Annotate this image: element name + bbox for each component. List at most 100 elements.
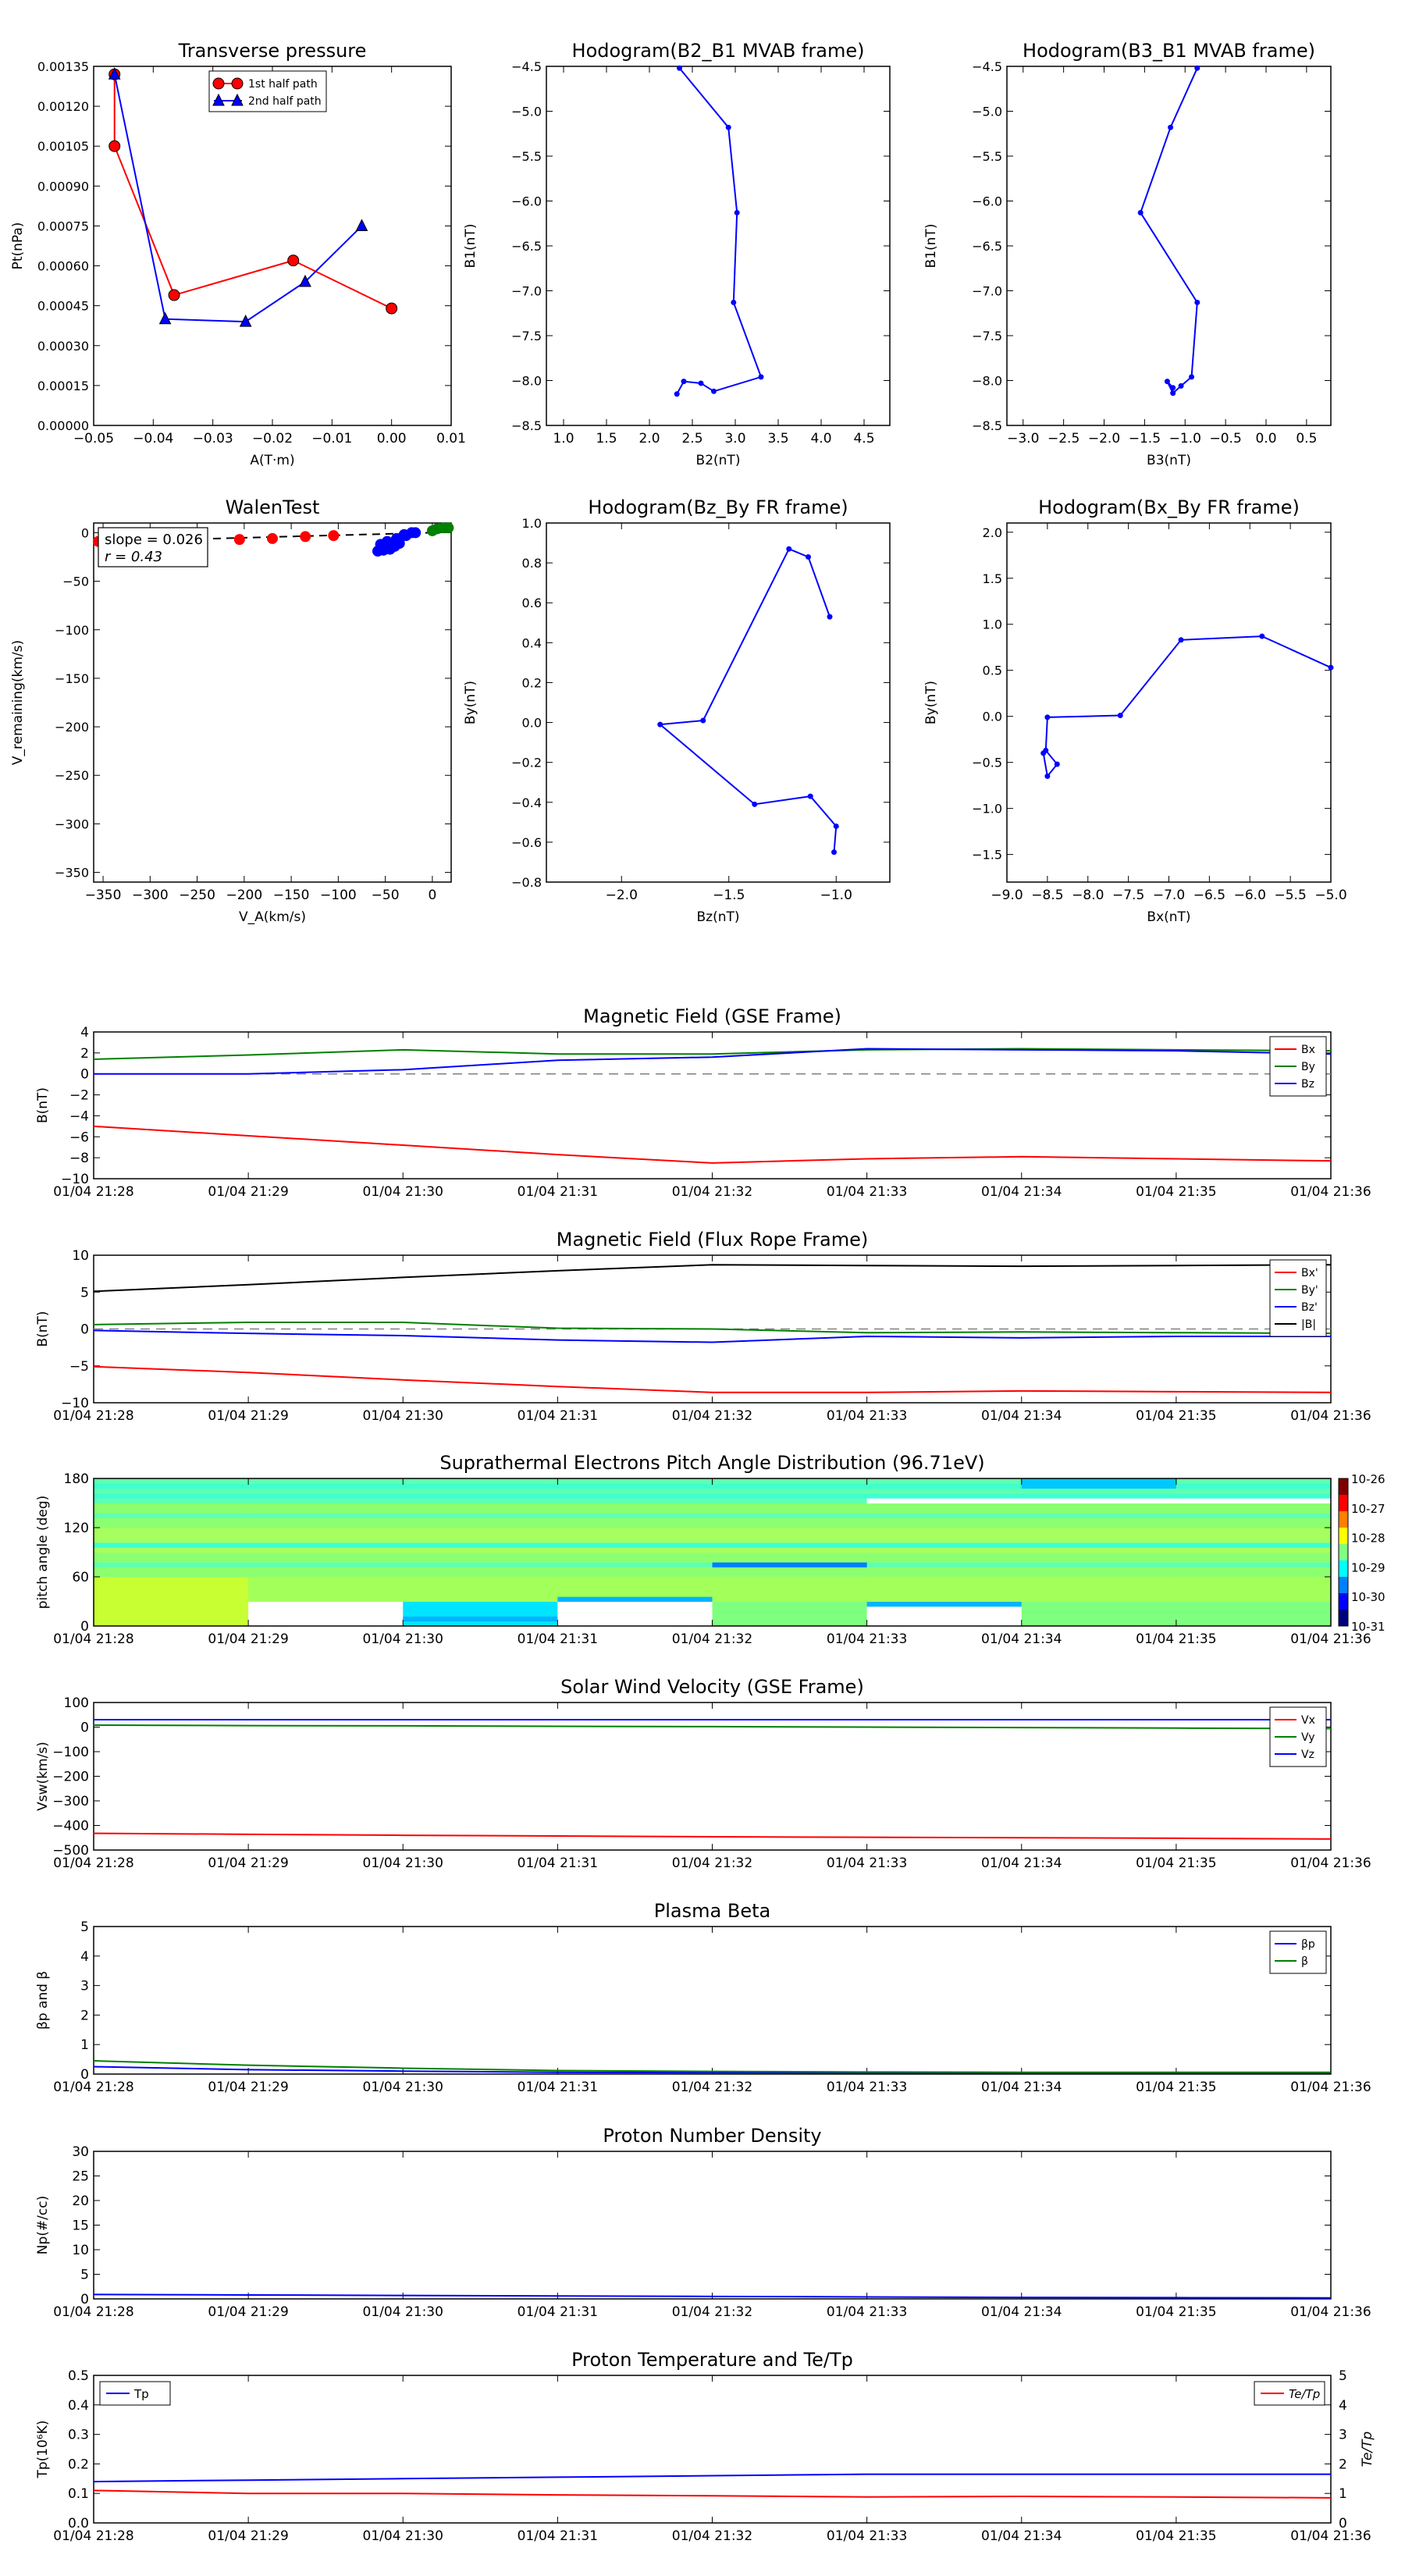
x-tick-label: 01/04 21:31 [518,1184,598,1200]
data-point [725,124,731,130]
panel-mag_gse: Magnetic Field (GSE Frame) B(nT) 01/04 21:… [35,1005,1371,1200]
legend-label: 2nd half path [248,95,322,108]
heatmap-cell [1176,1591,1332,1597]
heatmap-cell [866,1532,1023,1539]
x-tick-label: 01/04 21:33 [827,1631,907,1647]
y-tick-label: −200 [55,720,89,735]
x-tick-label: −6.5 [1193,888,1225,903]
panel-title: Suprathermal Electrons Pitch Angle Distr… [439,1452,984,1474]
plot-frame [93,2375,1332,2524]
data-point [382,535,393,547]
heatmap-cell [712,1513,868,1518]
heatmap-cell [1176,1611,1332,1617]
x-tick-label: 01/04 21:31 [518,1856,598,1871]
x-tick-label: −250 [179,888,215,903]
x-tick-label: 01/04 21:29 [208,2080,288,2095]
y-tick-label: −0.4 [511,795,542,810]
panel-pad: 10-26 10-27 10-28 10-29 10-30 10-31 Supratherm… [35,1452,1385,1647]
data-point [1189,374,1195,380]
heatmap-cell [557,1483,713,1489]
heatmap-cell [94,1532,249,1539]
series-line [93,2489,1332,2499]
heatmap-cell [557,1582,713,1588]
heatmap-cell [1176,1621,1332,1627]
heatmap-cell [712,1591,868,1597]
panel-np: Proton Number Density Np(#/cc) 01/04 21:28… [35,2125,1371,2320]
heatmap-cell [1176,1532,1332,1539]
y-tick-label: 0.00030 [37,339,89,354]
heatmap-cell [248,1503,404,1509]
y-axis-label: Pt(nPa) [10,222,26,270]
x-tick-label: 01/04 21:28 [53,1856,133,1871]
data-point [807,793,813,799]
x-tick-label: 0.01 [436,431,466,447]
y-tick-label: −6 [69,1130,89,1145]
y-tick-label: 0.00135 [37,59,89,74]
heatmap-cell [866,1562,1023,1567]
right-tick-label: 2 [1339,2457,1347,2472]
heatmap-cell [403,1532,558,1539]
legend: Tp [99,2381,171,2406]
heatmap-cell [1021,1586,1177,1592]
y-tick-label: 0 [80,1720,89,1736]
heatmap-cell [557,1616,713,1622]
heatmap-cell [712,1596,868,1602]
x-tick-label: 1.0 [553,431,574,447]
y-tick-label: −1.0 [972,802,1002,817]
heatmap-cell [1021,1503,1177,1509]
heatmap-cell [557,1596,713,1602]
data-point [700,717,706,724]
y-tick-label: 1.0 [983,617,1002,632]
x-tick-label: 4.0 [810,431,831,447]
y-tick-label: 1.0 [522,516,542,531]
y-tick-label: 4 [80,1025,89,1041]
heatmap-cell [403,1596,558,1602]
legend-label: |B| [1301,1318,1316,1331]
y-tick-label: −8.0 [511,374,542,389]
heatmap-cell [1021,1552,1177,1558]
x-tick-label: −350 [85,888,122,903]
series-line [93,1048,1332,1060]
heatmap-cell [94,1498,249,1503]
right-tick-label: 4 [1339,2398,1347,2414]
heatmap-cell [866,1478,1023,1484]
data-point [212,77,225,90]
right-axis-label: Te/Tp [1360,2431,1375,2467]
heatmap-cell [712,1577,868,1582]
heatmap-cell [712,1616,868,1622]
heatmap-cell [94,1522,249,1528]
chart-hodo_b2b1: Hodogram(B2_B1 MVAB frame) B2(nT) B1(nT) 1.… [463,40,891,468]
y-tick-label: 15 [72,2218,89,2234]
x-tick-label: 01/04 21:33 [827,1408,907,1424]
data-point [674,391,680,397]
heatmap-cell [1176,1601,1332,1607]
x-tick-label: 01/04 21:34 [981,1856,1062,1871]
y-tick-label: −100 [55,623,89,638]
heatmap-cell [248,1567,404,1573]
colorbar-tick-label: 10-28 [1351,1532,1385,1546]
y-tick-label: −4.5 [972,59,1002,74]
x-tick-label: −5.0 [1314,888,1346,903]
heatmap-cell [248,1498,404,1503]
heatmap-cell [557,1562,713,1567]
x-tick-label: 4.5 [853,431,874,447]
heatmap-cell [248,1542,404,1548]
x-tick-label: 01/04 21:33 [827,2080,907,2095]
data-point [1178,637,1184,643]
heatmap-cell [712,1582,868,1588]
heatmap-cell [866,1586,1023,1592]
heatmap-cell [1176,1478,1332,1484]
y-tick-label: 0.00000 [37,418,89,433]
heatmap-cell [1176,1586,1332,1592]
series-line [676,67,763,395]
y-tick-label: −100 [52,1745,89,1760]
x-tick-label: 01/04 21:32 [672,2304,752,2320]
plot-frame [93,1702,1332,1851]
x-tick-label: 01/04 21:31 [518,1408,598,1424]
x-tick-label: 01/04 21:29 [208,2304,288,2320]
y-tick-label: 0 [80,1322,89,1338]
y-tick-label: 0 [80,2067,89,2083]
series-line [93,1329,1331,1343]
x-tick-label: 01/04 21:36 [1290,1408,1371,1424]
chart-transverse_pressure: Transverse pressure A(T·m) Pt(nPa) −0.05 −0.… [10,40,466,468]
